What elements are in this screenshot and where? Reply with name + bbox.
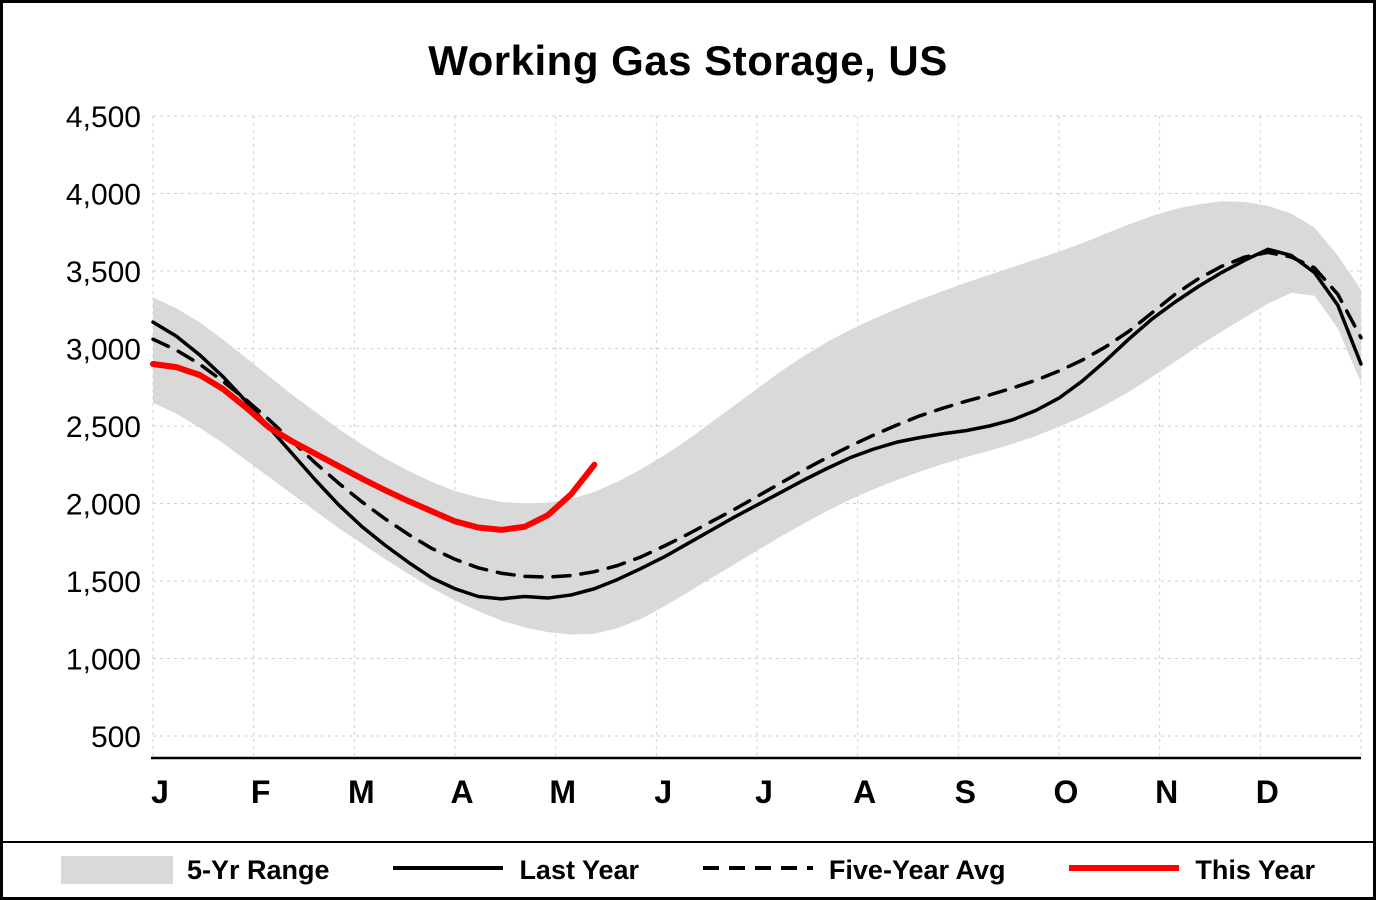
y-tick-label: 500 xyxy=(91,721,141,754)
x-tick-label: J xyxy=(755,774,773,810)
five-year-avg-line-swatch xyxy=(701,861,815,879)
series-this-year xyxy=(150,361,598,533)
y-tick-label: 4,500 xyxy=(66,101,141,134)
legend-item-this-year: This Year xyxy=(1067,855,1315,886)
x-tick-label: D xyxy=(1256,774,1279,810)
x-tick-label: J xyxy=(151,774,169,810)
series-last-year xyxy=(151,247,1363,601)
y-tick-label: 2,000 xyxy=(66,489,141,522)
band-5yr-range xyxy=(153,201,1361,635)
y-tick-label: 2,500 xyxy=(66,411,141,444)
x-tick-label: A xyxy=(450,774,473,810)
x-tick-label: A xyxy=(853,774,876,810)
last-year-line-swatch xyxy=(391,861,505,879)
this-year-line-swatch xyxy=(1067,861,1181,879)
legend-label-this-year: This Year xyxy=(1195,854,1315,885)
range-swatch xyxy=(61,856,173,884)
legend-label-five-year-avg: Five-Year Avg xyxy=(828,854,1006,885)
y-tick-label: 3,000 xyxy=(66,334,141,367)
x-tick-label: O xyxy=(1054,774,1079,810)
x-tick-label: M xyxy=(348,774,375,810)
legend-item-five-year-avg: Five-Year Avg xyxy=(701,855,1006,886)
x-tick-label: M xyxy=(549,774,576,810)
x-tick-label: F xyxy=(251,774,271,810)
x-tick-label: J xyxy=(654,774,672,810)
legend-label-5yr-range: 5-Yr Range xyxy=(187,854,330,885)
legend: 5-Yr Range Last Year Five-Year Avg This … xyxy=(3,841,1373,897)
y-tick-label: 4,000 xyxy=(66,179,141,212)
legend-item-last-year: Last Year xyxy=(391,855,639,886)
x-tick-label: N xyxy=(1155,774,1178,810)
legend-label-last-year: Last Year xyxy=(519,854,640,885)
y-tick-label: 1,000 xyxy=(66,644,141,677)
legend-item-5yr-range: 5-Yr Range xyxy=(61,855,330,886)
y-tick-label: 3,500 xyxy=(66,256,141,289)
chart-title: Working Gas Storage, US xyxy=(428,37,948,84)
y-tick-label: 1,500 xyxy=(66,566,141,599)
series-five-year-avg xyxy=(151,250,1363,579)
plot-area: 500 1,000 1,500 2,000 2,500 3,000 3,500 4,000 4,… xyxy=(66,101,1363,810)
x-tick-label: S xyxy=(955,774,976,810)
